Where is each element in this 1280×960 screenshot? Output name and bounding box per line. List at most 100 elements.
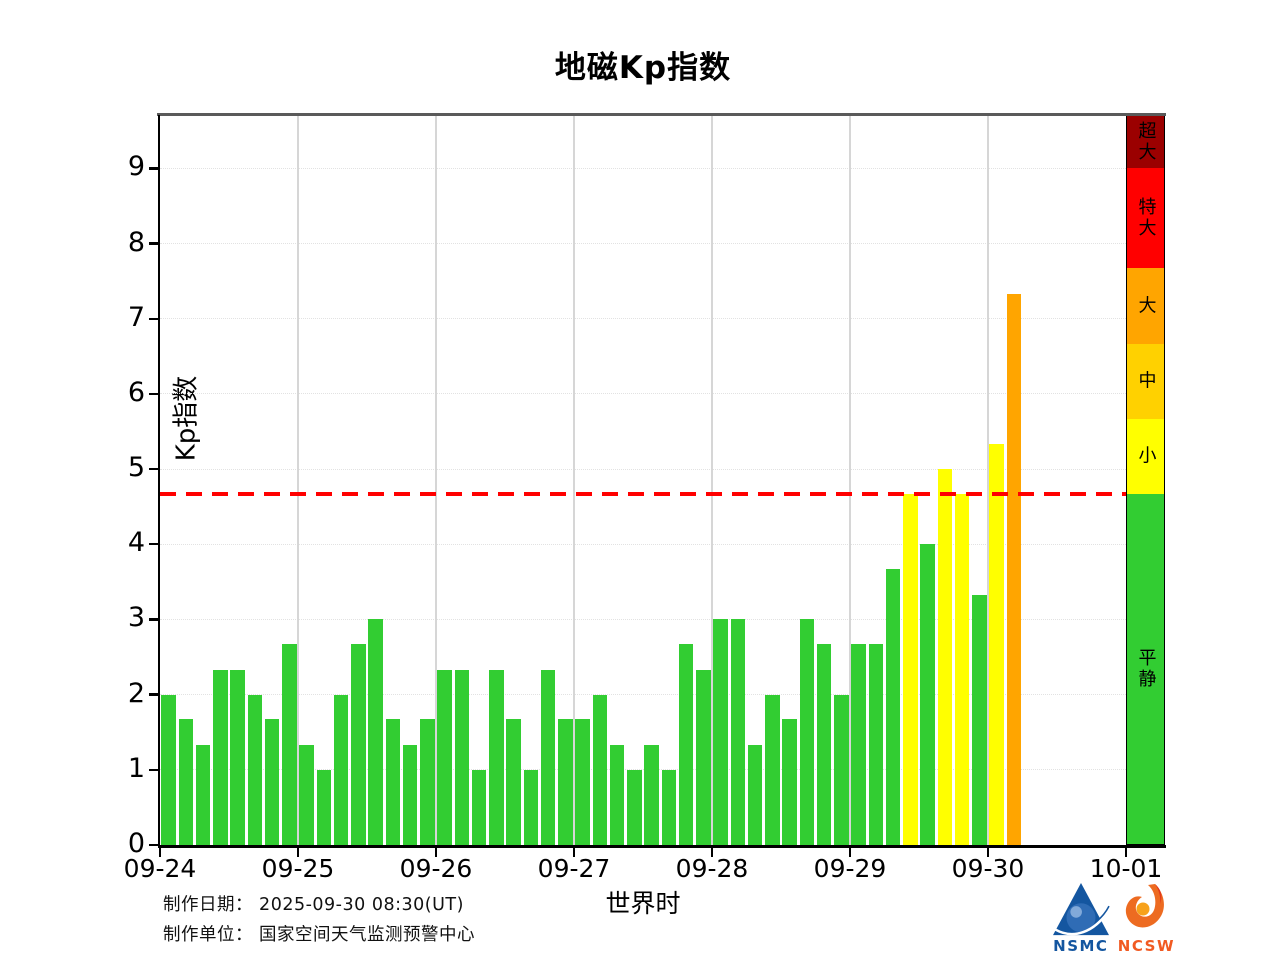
kp-bar bbox=[558, 719, 573, 845]
y-tick-label: 9 bbox=[127, 151, 145, 183]
h-gridline bbox=[160, 243, 1126, 245]
kp-bar bbox=[609, 745, 625, 845]
kp-bar bbox=[713, 619, 728, 845]
y-axis-line bbox=[157, 115, 160, 848]
x-tick-mark bbox=[710, 847, 714, 857]
nsmc-logo-icon bbox=[1052, 882, 1110, 936]
x-tick-label: 10-01 bbox=[1089, 854, 1163, 883]
h-gridline bbox=[160, 769, 1126, 771]
v-gridline bbox=[573, 115, 575, 845]
kp-bar bbox=[627, 769, 642, 845]
x-tick-label: 09-28 bbox=[675, 854, 749, 883]
v-gridline bbox=[435, 115, 437, 845]
x-tick-mark bbox=[158, 847, 162, 857]
y-tick-mark bbox=[149, 167, 158, 170]
kp-bar bbox=[834, 694, 849, 845]
x-tick-mark bbox=[572, 847, 576, 857]
kp-bar bbox=[385, 719, 401, 845]
y-tick-label: 0 bbox=[127, 828, 145, 859]
kp-bar bbox=[816, 644, 832, 845]
v-gridline bbox=[849, 115, 851, 845]
h-gridline bbox=[160, 167, 1126, 169]
x-tick-label: 09-26 bbox=[399, 854, 473, 883]
kp-bar bbox=[351, 644, 366, 845]
y-tick-mark bbox=[149, 392, 158, 396]
y-tick-mark bbox=[149, 543, 158, 546]
kp-bar bbox=[299, 745, 314, 845]
nsmc-logo-text: NSMC bbox=[1053, 937, 1109, 955]
x-tick-label: 09-29 bbox=[813, 854, 887, 883]
colorbar-label: 平静 bbox=[1135, 648, 1157, 691]
kp-bar bbox=[402, 745, 418, 845]
kp-bar bbox=[437, 669, 452, 845]
x-tick-label: 09-27 bbox=[537, 854, 611, 883]
kp-bar bbox=[954, 493, 970, 845]
kp-bar bbox=[471, 769, 487, 845]
ncsw-logo-icon bbox=[1126, 884, 1165, 928]
v-gridline bbox=[987, 115, 989, 845]
y-tick-mark bbox=[149, 467, 158, 471]
colorbar-label: 大 bbox=[1135, 295, 1157, 317]
kp-bar bbox=[678, 644, 694, 845]
kp-bar bbox=[230, 669, 245, 845]
x-tick-label: 09-24 bbox=[123, 854, 197, 883]
v-gridline bbox=[297, 115, 299, 845]
kp-bar bbox=[506, 719, 521, 845]
kp-bar bbox=[937, 469, 953, 845]
x-axis-label: 世界时 bbox=[605, 889, 681, 918]
h-gridline bbox=[160, 543, 1126, 545]
y-tick-mark bbox=[149, 693, 158, 696]
y-tick-label: 8 bbox=[127, 226, 145, 258]
y-tick-mark bbox=[149, 843, 158, 847]
kp-bar bbox=[592, 694, 608, 845]
footer-production-org: 制作单位： 国家空间天气监测预警中心 bbox=[163, 925, 476, 945]
x-tick-label: 09-25 bbox=[261, 854, 335, 883]
y-tick-mark bbox=[149, 317, 158, 320]
colorbar-segment: 大 bbox=[1126, 268, 1165, 344]
y-tick-mark bbox=[149, 768, 158, 771]
h-gridline bbox=[160, 468, 1126, 470]
kp-bar bbox=[523, 769, 539, 845]
h-gridline bbox=[160, 694, 1126, 696]
kp-bar bbox=[972, 594, 987, 845]
kp-bar bbox=[195, 745, 211, 845]
x-tick-mark bbox=[434, 847, 438, 857]
kp-bar bbox=[247, 694, 263, 845]
kp-bar bbox=[782, 719, 797, 845]
colorbar-segment: 平静 bbox=[1126, 493, 1165, 845]
kp-bar bbox=[799, 619, 815, 845]
colorbar-segment: 中 bbox=[1126, 343, 1165, 419]
y-tick-label: 4 bbox=[127, 527, 145, 559]
kp-bar bbox=[333, 694, 349, 845]
kp-bar bbox=[282, 644, 297, 845]
kp-bar bbox=[178, 719, 194, 845]
x-tick-mark bbox=[1124, 847, 1128, 857]
ncsw-logo-text: NCSW bbox=[1117, 937, 1175, 955]
v-gridline bbox=[711, 115, 713, 845]
kp-bar bbox=[575, 719, 590, 845]
kp-bar bbox=[1006, 293, 1022, 845]
kp-bar bbox=[264, 719, 280, 845]
ncsw-logo: NCSW bbox=[1118, 882, 1175, 954]
kp-bar bbox=[765, 694, 780, 845]
x-tick-label: 09-30 bbox=[951, 854, 1025, 883]
kp-bar bbox=[420, 719, 435, 845]
x-tick-mark bbox=[986, 847, 990, 857]
kp-bar bbox=[885, 569, 901, 845]
kp-bar bbox=[661, 769, 677, 845]
kp-bar bbox=[644, 745, 659, 845]
y-tick-label: 7 bbox=[127, 301, 145, 333]
h-gridline bbox=[160, 393, 1126, 395]
y-tick-label: 2 bbox=[127, 677, 145, 709]
kp-bar bbox=[989, 444, 1004, 845]
colorbar-label: 中 bbox=[1135, 370, 1157, 392]
x-tick-mark bbox=[848, 847, 852, 857]
chart-title: 地磁Kp指数 bbox=[554, 50, 732, 86]
y-tick-mark bbox=[149, 242, 158, 245]
plot-top-border bbox=[157, 113, 1166, 116]
colorbar-label: 小 bbox=[1135, 445, 1157, 467]
kp-bar bbox=[903, 493, 918, 845]
h-gridline bbox=[160, 618, 1126, 620]
storm-threshold-line bbox=[160, 491, 1126, 496]
